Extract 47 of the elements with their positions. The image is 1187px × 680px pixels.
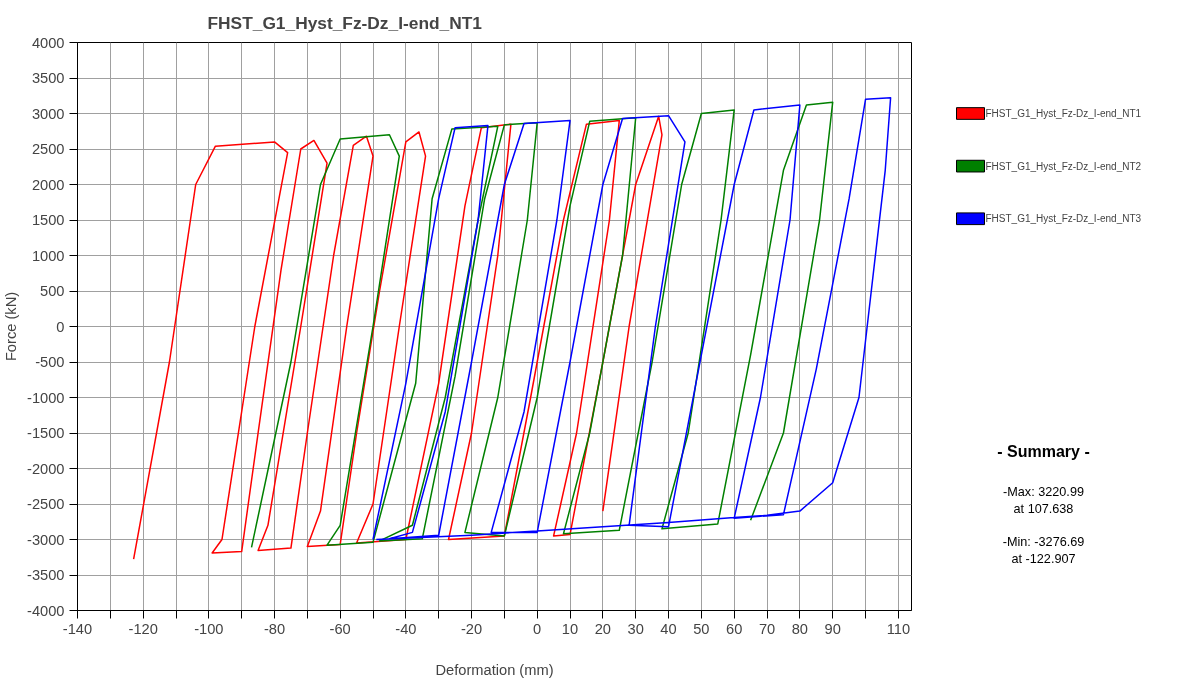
- y-tick-label: -1500: [27, 425, 65, 441]
- y-tick-label: -4000: [27, 602, 65, 619]
- y-tick-label: -1000: [27, 389, 65, 406]
- x-tick-label: 40: [660, 620, 677, 637]
- x-tick-label: -40: [395, 620, 417, 637]
- y-tick-label: 2500: [31, 141, 65, 157]
- legend-label: FHST_G1_Hyst_Fz-Dz_I-end_NT2: [985, 160, 1142, 172]
- line-series: [372, 97, 892, 541]
- text: -Max: 3220.99 at 107.638: [1003, 484, 1084, 516]
- x-tick-label: -60: [329, 620, 351, 637]
- x-axis-title: Deformation (mm): [435, 661, 554, 678]
- legend-label: FHST_G1_Hyst_Fz-Dz_I-end_NT1: [985, 108, 1142, 119]
- x-tick-label: 90: [824, 620, 841, 637]
- y-tick-label: 500: [40, 283, 65, 299]
- x-tick-label: -100: [194, 620, 224, 637]
- y-axis-title: Force (kN): [3, 291, 20, 362]
- x-tick-label: 0: [533, 620, 542, 637]
- x-tick-label: -140: [62, 620, 93, 637]
- x-tick-label: 60: [726, 620, 743, 637]
- chart-title: FHST_G1_Hyst_Fz-Dz_I-end_NT1: [207, 12, 483, 33]
- line-series: [250, 101, 834, 549]
- text: -Min: -3276.69 at -122.907: [1002, 534, 1085, 566]
- y-tick-label: 2000: [31, 176, 65, 193]
- legend-label: FHST_G1_Hyst_Fz-Dz_I-end_NT3: [985, 213, 1142, 225]
- text: - Summary -: [997, 443, 1090, 461]
- y-tick-label: 0: [56, 318, 65, 335]
- y-tick-label: 1500: [31, 212, 65, 228]
- x-tick-label: 70: [758, 620, 776, 637]
- x-tick-label: 80: [791, 620, 809, 637]
- x-tick-label: 20: [594, 620, 612, 637]
- y-tick-label: -3000: [27, 531, 65, 548]
- x-tick-label: -80: [263, 620, 286, 637]
- x-tick-label: 50: [693, 620, 710, 637]
- x-tick-label: 30: [627, 620, 644, 637]
- x-tick-label: -120: [128, 620, 158, 637]
- x-tick-label: 10: [561, 620, 579, 637]
- x-tick-label: -20: [460, 620, 483, 637]
- y-tick-label: -3500: [27, 567, 65, 583]
- x-tick-label: 110: [886, 620, 911, 637]
- line-series: [132, 115, 663, 560]
- y-tick-label: 3000: [31, 105, 65, 122]
- y-tick-label: 1000: [31, 247, 65, 264]
- y-tick-label: -2500: [27, 496, 65, 512]
- y-tick-label: 4000: [31, 34, 65, 51]
- y-tick-label: -500: [35, 354, 65, 370]
- y-tick-label: 3500: [31, 70, 65, 86]
- y-tick-label: -2000: [27, 460, 65, 477]
